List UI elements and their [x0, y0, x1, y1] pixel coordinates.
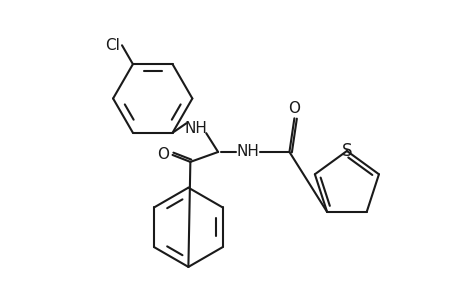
Text: NH: NH [236, 145, 259, 160]
Text: S: S [341, 142, 352, 160]
Text: O: O [156, 148, 168, 163]
Text: O: O [288, 101, 300, 116]
Text: NH: NH [185, 121, 207, 136]
Text: Cl: Cl [105, 38, 120, 53]
